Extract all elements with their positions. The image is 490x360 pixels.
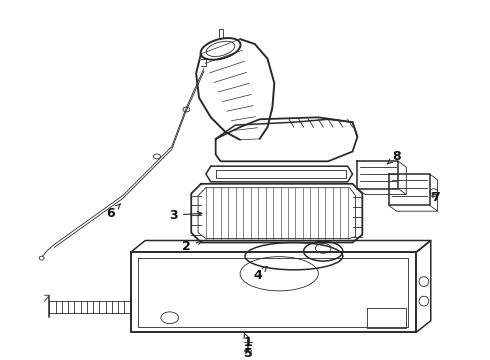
Text: 1: 1 [244,333,252,349]
Text: 5: 5 [244,347,252,360]
Text: 4: 4 [253,266,267,282]
Text: 8: 8 [387,150,401,164]
Text: 3: 3 [170,208,202,222]
Text: 7: 7 [431,191,440,204]
Text: 2: 2 [182,240,202,253]
Text: 6: 6 [107,204,120,220]
